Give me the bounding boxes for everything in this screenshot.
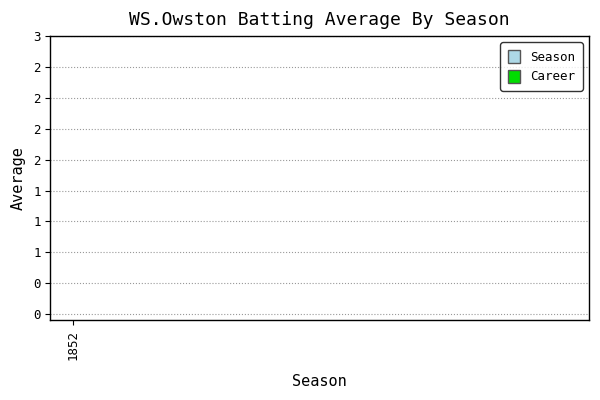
Legend: Season, Career: Season, Career (500, 42, 583, 91)
X-axis label: Season: Season (292, 374, 347, 389)
Title: WS.Owston Batting Average By Season: WS.Owston Batting Average By Season (129, 11, 510, 29)
Y-axis label: Average: Average (11, 146, 26, 210)
